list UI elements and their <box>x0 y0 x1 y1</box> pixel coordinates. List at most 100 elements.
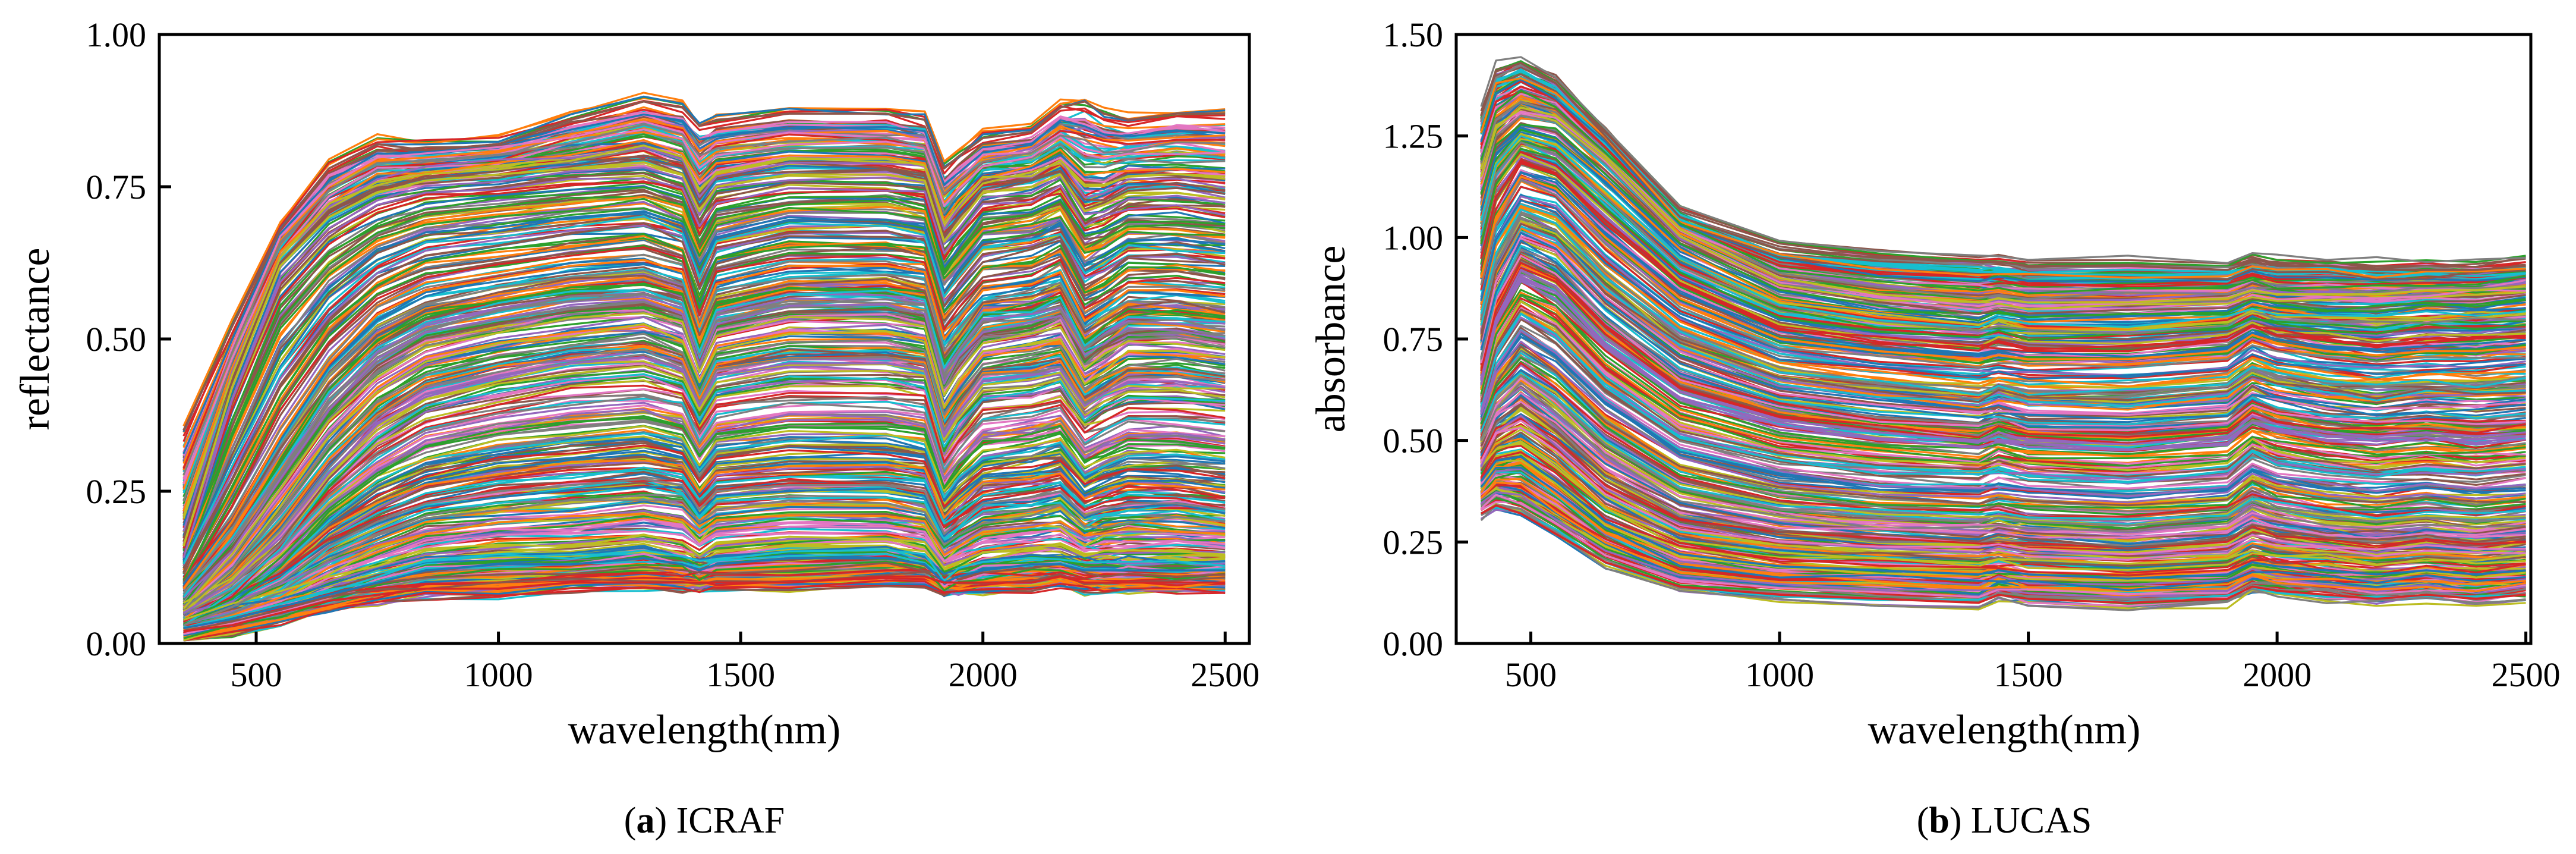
spectrum-line <box>183 431 1226 624</box>
spectrum-line <box>182 189 1226 559</box>
panel-b-lucas: 500 1000 1500 2000 2500 0.00 0.25 0.50 0.75 1.00 1… <box>1308 15 2561 841</box>
spectrum-line <box>1480 239 2526 420</box>
spectrum-line <box>1480 135 2526 329</box>
spectrum-line <box>182 323 1226 614</box>
spectrum-line <box>183 453 1226 634</box>
series-line-lower-mid <box>1480 374 2526 527</box>
spectrum-line <box>1480 223 2526 403</box>
spectrum-line <box>183 404 1226 613</box>
spectrum-line <box>182 139 1226 511</box>
series-line-upper-outlier <box>182 100 1226 431</box>
spectrum-line <box>1480 401 2526 540</box>
spectrum-line <box>1480 277 2526 451</box>
y-tick-label: 0.75 <box>86 168 147 206</box>
spectrum-line <box>1480 415 2526 555</box>
spectrum-line <box>182 233 1226 582</box>
spectrum-line <box>182 348 1226 613</box>
spectrum-line <box>182 155 1226 536</box>
spectrum-line <box>1480 77 2526 279</box>
series-line-lower-mid <box>183 478 1226 626</box>
spectrum-line <box>182 303 1226 597</box>
x-tick-label: 500 <box>231 655 282 694</box>
spectrum-line <box>182 234 1226 580</box>
y-tick-label: 0.75 <box>1383 320 1444 359</box>
spectrum-line <box>183 530 1226 632</box>
panel-b-letter: b <box>1929 800 1949 841</box>
spectrum-line <box>182 253 1226 583</box>
spectrum-line <box>1480 329 2526 498</box>
spectrum-line <box>183 549 1226 629</box>
spectrum-line <box>1480 332 2526 495</box>
spectrum-line <box>1480 356 2526 509</box>
series-line-low <box>1480 456 2526 580</box>
spectrum-line <box>183 486 1226 634</box>
spectrum-line <box>183 459 1226 615</box>
spectrum-line <box>182 373 1226 627</box>
spectrum-line <box>1480 396 2526 538</box>
x-tick-label: 1000 <box>1745 655 1814 694</box>
panel-b-caption-text: LUCAS <box>1971 800 2092 841</box>
series-line-lower-outlier <box>183 575 1226 633</box>
spectrum-line <box>1480 244 2526 426</box>
spectrum-line <box>1480 151 2526 341</box>
spectrum-line <box>182 299 1226 599</box>
spectrum-line <box>183 582 1226 642</box>
series-line-upper-mid <box>1480 175 2526 360</box>
spectrum-line <box>1480 442 2526 571</box>
y-tick-label: 1.00 <box>1383 218 1444 257</box>
spectrum-line <box>182 146 1226 519</box>
spectrum-line <box>1480 129 2526 325</box>
series-line-lower-outlier <box>1481 504 2526 604</box>
spectrum-line <box>1480 101 2526 300</box>
spectrum-line <box>1480 237 2526 416</box>
spectrum-line <box>1480 316 2526 485</box>
x-tick-label: 1500 <box>706 655 775 694</box>
y-tick-label: 0.00 <box>1383 624 1444 663</box>
spectrum-line <box>1480 153 2526 348</box>
spectrum-line <box>1480 300 2526 472</box>
spectrum-line <box>182 274 1226 582</box>
spectrum-line <box>182 284 1226 597</box>
spectrum-line <box>182 244 1226 587</box>
spectrum-line <box>182 196 1226 557</box>
spectrum-line <box>182 341 1226 611</box>
spectrum-line <box>1480 231 2526 416</box>
spectrum-line <box>1480 195 2526 376</box>
x-tick-label: 1500 <box>1994 655 2063 694</box>
x-tick-label: 1000 <box>464 655 533 694</box>
spectrum-line <box>182 177 1226 558</box>
spectrum-line <box>182 186 1226 564</box>
panel-a-caption: (a) ICRAF <box>624 800 785 841</box>
spectrum-line <box>1480 159 2526 350</box>
spectrum-line <box>1480 203 2526 385</box>
series-line-upper-mid <box>182 259 1226 589</box>
spectrum-line <box>1480 362 2526 517</box>
spectrum-line <box>1480 372 2526 527</box>
spectrum-line <box>1480 186 2526 372</box>
spectrum-line <box>183 582 1226 642</box>
spectrum-line <box>1480 313 2526 483</box>
spectrum-line <box>183 417 1226 625</box>
series-line-low <box>183 557 1226 630</box>
spectrum-line <box>1480 255 2526 432</box>
panel-a-spectra-lines <box>182 92 1226 642</box>
x-tick-label: 2000 <box>949 655 1018 694</box>
spectrum-line <box>182 269 1226 590</box>
x-tick-label: 2500 <box>2492 655 2561 694</box>
spectrum-line <box>183 568 1226 627</box>
spectrum-line <box>182 300 1226 606</box>
spectrum-line <box>1480 213 2526 395</box>
spectrum-line <box>1480 440 2526 566</box>
spectrum-line <box>183 432 1226 621</box>
spectrum-line <box>182 293 1226 589</box>
spectrum-line <box>1480 403 2526 550</box>
spectrum-line <box>1480 199 2526 380</box>
panel-b-spectra-lines <box>1480 56 2526 611</box>
spectrum-line <box>182 224 1226 573</box>
panel-a-x-axis-title: wavelength(nm) <box>568 707 841 753</box>
spectrum-line <box>1480 194 2526 378</box>
spectrum-line <box>1480 481 2526 592</box>
spectrum-line <box>183 513 1226 642</box>
spectrum-line <box>182 146 1226 532</box>
